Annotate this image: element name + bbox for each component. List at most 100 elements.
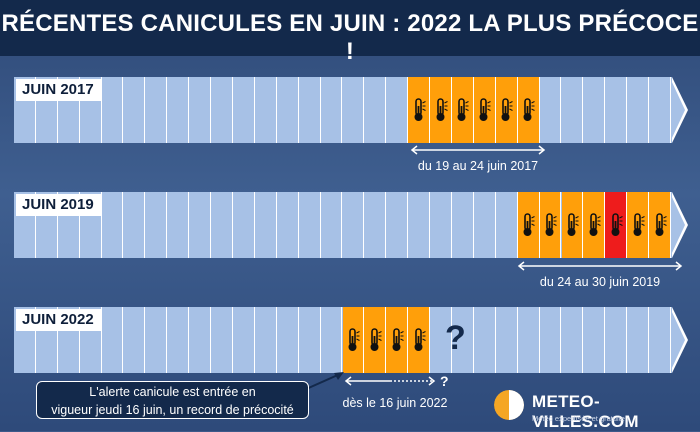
logo-tagline: Météo expertisée et gratuite bbox=[532, 414, 625, 423]
day-cell-18 bbox=[386, 192, 409, 258]
thermometer-icon bbox=[519, 97, 537, 123]
logo-sun-icon bbox=[494, 390, 524, 420]
timeline-arrow-fill bbox=[671, 195, 685, 255]
alert-callout: L'alerte canicule est entrée en vigueur … bbox=[36, 381, 309, 419]
day-cell-24 bbox=[518, 307, 540, 373]
day-cell-21 bbox=[452, 77, 474, 143]
day-cell-19 bbox=[408, 77, 431, 143]
day-cell-22 bbox=[474, 307, 496, 373]
day-cell-3 bbox=[58, 77, 80, 143]
day-cell-12 bbox=[255, 307, 277, 373]
day-cell-11 bbox=[233, 77, 255, 143]
open-arrow-icon bbox=[344, 376, 436, 386]
day-cell-1 bbox=[14, 192, 36, 258]
day-cell-24 bbox=[517, 77, 540, 143]
range-label: du 19 au 24 juin 2017 bbox=[417, 159, 539, 173]
thermometer-icon bbox=[388, 327, 406, 353]
day-cell-3 bbox=[58, 307, 80, 373]
range-label: du 24 au 30 juin 2019 bbox=[539, 275, 661, 289]
year-label: JUIN 2017 bbox=[16, 79, 102, 101]
day-cell-4 bbox=[80, 77, 102, 143]
day-cell-28 bbox=[605, 192, 628, 258]
callout-line-1: L'alerte canicule est entrée en bbox=[89, 385, 256, 399]
day-cell-16 bbox=[343, 77, 365, 143]
day-cell-9 bbox=[189, 307, 212, 373]
thermometer-icon bbox=[607, 212, 625, 238]
day-cell-20 bbox=[430, 192, 452, 258]
day-cell-9 bbox=[189, 77, 212, 143]
year-label: JUIN 2019 bbox=[16, 194, 102, 216]
day-cell-6 bbox=[124, 77, 146, 143]
thermometer-icon bbox=[410, 327, 428, 353]
day-cell-19 bbox=[408, 192, 431, 258]
day-cell-1 bbox=[14, 307, 36, 373]
day-cell-4 bbox=[80, 307, 102, 373]
day-cell-29 bbox=[627, 77, 650, 143]
timeline-arrow-fill bbox=[671, 310, 685, 370]
thermometer-icon bbox=[585, 212, 603, 238]
unknown-end-small-mark: ? bbox=[440, 373, 449, 389]
day-cell-27 bbox=[583, 307, 606, 373]
day-track bbox=[14, 77, 672, 143]
day-cell-8 bbox=[167, 307, 190, 373]
timeline-row-2019: JUIN 2019 bbox=[14, 192, 700, 258]
thermometer-icon bbox=[475, 97, 493, 123]
day-cell-1 bbox=[14, 77, 36, 143]
day-cell-27 bbox=[583, 192, 606, 258]
day-cell-15 bbox=[321, 77, 343, 143]
day-cell-5 bbox=[102, 77, 124, 143]
day-cell-20 bbox=[430, 77, 452, 143]
day-cell-12 bbox=[255, 192, 277, 258]
callout-pointer-icon bbox=[303, 372, 344, 391]
day-cell-15 bbox=[321, 192, 343, 258]
range-label: dès le 16 juin 2022 bbox=[342, 396, 448, 410]
day-cell-13 bbox=[277, 192, 299, 258]
day-cell-28 bbox=[605, 307, 628, 373]
day-cell-18 bbox=[386, 77, 409, 143]
day-cell-22 bbox=[473, 77, 496, 143]
logo-name: METEO-VILLES.COM bbox=[532, 392, 639, 431]
day-cell-5 bbox=[102, 307, 124, 373]
thermometer-icon bbox=[410, 97, 428, 123]
day-cell-17 bbox=[364, 192, 387, 258]
day-cell-19 bbox=[408, 307, 431, 373]
day-cell-12 bbox=[255, 77, 277, 143]
day-cell-17 bbox=[364, 307, 387, 373]
day-cell-30 bbox=[649, 77, 671, 143]
thermometer-icon bbox=[651, 212, 669, 238]
day-cell-14 bbox=[299, 307, 321, 373]
timeline-row-2017: JUIN 2017 bbox=[14, 77, 700, 143]
timeline-row-2022: JUIN 2022 ? bbox=[14, 307, 700, 373]
thermometer-icon bbox=[432, 97, 450, 123]
thermometer-icon bbox=[497, 97, 515, 123]
range-2022: ? dès le 16 juin 2022 bbox=[343, 373, 454, 410]
day-cell-24 bbox=[517, 192, 540, 258]
day-cell-17 bbox=[364, 77, 387, 143]
brand-logo: METEO-VILLES.COM Météo expertisée et gra… bbox=[494, 390, 694, 431]
day-cell-18 bbox=[386, 307, 409, 373]
day-cell-26 bbox=[561, 192, 584, 258]
day-cell-13 bbox=[277, 77, 299, 143]
range-2019: du 24 au 30 juin 2019 bbox=[517, 261, 683, 289]
day-cell-28 bbox=[605, 77, 628, 143]
day-cell-20 bbox=[430, 307, 452, 373]
day-cell-21 bbox=[452, 192, 474, 258]
day-cell-23 bbox=[496, 192, 518, 258]
day-cell-25 bbox=[540, 77, 562, 143]
page-title: RÉCENTES CANICULES EN JUIN : 2022 LA PLU… bbox=[1, 10, 699, 65]
day-cell-7 bbox=[145, 77, 168, 143]
double-arrow-icon bbox=[410, 145, 546, 155]
day-cell-15 bbox=[321, 307, 343, 373]
timeline-arrow-fill bbox=[671, 80, 685, 140]
day-cell-6 bbox=[124, 307, 146, 373]
day-cell-9 bbox=[189, 192, 212, 258]
day-cell-4 bbox=[80, 192, 102, 258]
day-cell-16 bbox=[343, 192, 365, 258]
day-cell-8 bbox=[167, 192, 190, 258]
day-cell-2 bbox=[36, 77, 58, 143]
day-cell-11 bbox=[233, 307, 255, 373]
day-cell-22 bbox=[474, 192, 496, 258]
day-cell-2 bbox=[36, 307, 58, 373]
day-cell-2 bbox=[36, 192, 58, 258]
day-cell-10 bbox=[211, 77, 233, 143]
